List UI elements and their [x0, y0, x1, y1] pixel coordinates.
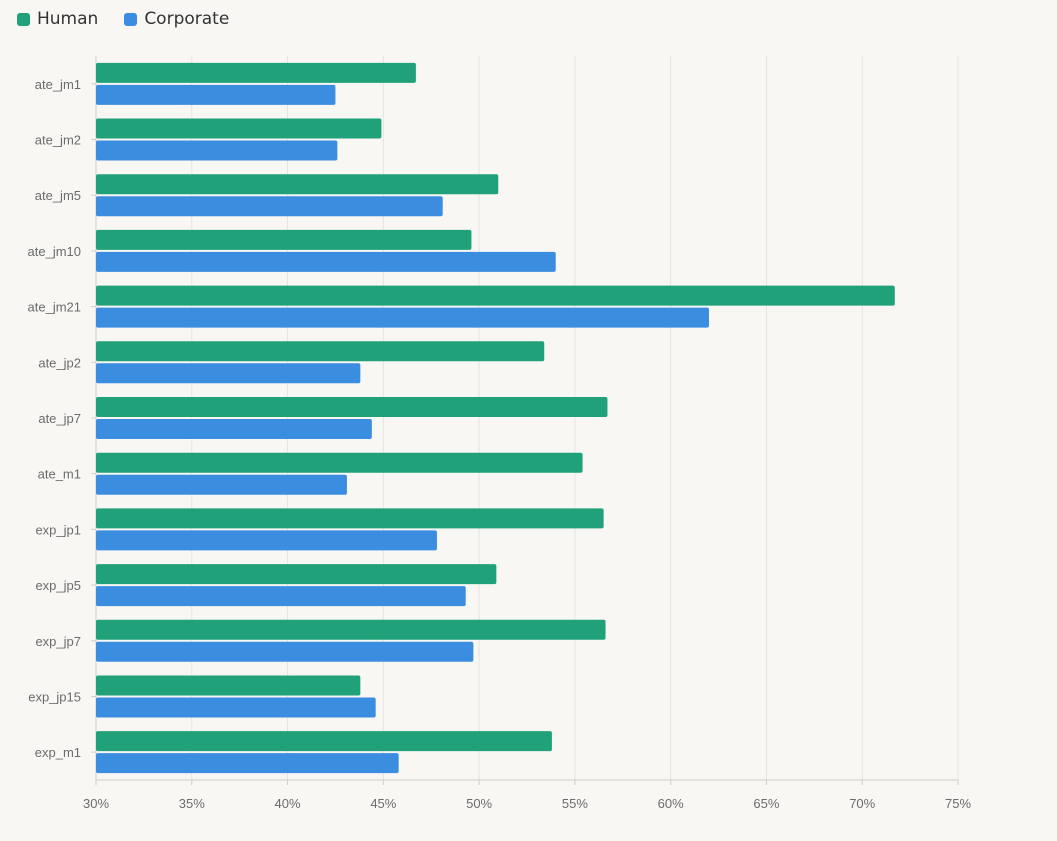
- bar-corporate-exp-jp5: [96, 586, 466, 607]
- bar-corporate-ate-jm10: [96, 251, 556, 272]
- bar-corporate-ate-jp7: [96, 419, 372, 439]
- bar-corporate-ate-m1: [96, 474, 347, 495]
- x-tick-label: 50%: [466, 796, 492, 811]
- x-tick-label: 60%: [658, 796, 684, 811]
- bar-human-ate-jp7: [96, 397, 608, 417]
- x-tick-label: 35%: [179, 796, 205, 811]
- bar-corporate-ate-jm5: [96, 196, 443, 217]
- bar-corporate-ate-jp2: [96, 363, 361, 384]
- category-label: exp_jp15: [28, 689, 81, 704]
- bar-corporate-exp-jp7: [96, 641, 474, 662]
- bar-human-exp-m1: [96, 731, 552, 752]
- bar-human-exp-jp7: [96, 619, 606, 640]
- category-label: ate_jm2: [35, 133, 81, 148]
- bar-human-ate-jm2: [96, 118, 382, 139]
- x-tick-label: 55%: [562, 796, 588, 811]
- bar-corporate-ate-jm2: [96, 140, 338, 161]
- legend-swatch: [124, 12, 138, 26]
- x-tick-label: 75%: [945, 796, 971, 811]
- bar-human-ate-jm1: [96, 62, 416, 83]
- bar-corporate-exp-jp1: [96, 530, 437, 551]
- legend-label: Corporate: [144, 9, 230, 29]
- category-label: ate_jp7: [38, 411, 81, 426]
- legend-swatch: [17, 12, 30, 26]
- category-label: ate_jm10: [28, 244, 81, 259]
- bar-corporate-ate-jm1: [96, 84, 336, 105]
- category-label: ate_jm21: [28, 300, 81, 315]
- bar-human-ate-m1: [96, 452, 583, 473]
- category-label: exp_m1: [35, 745, 81, 760]
- legend-item-corporate[interactable]: Corporate: [124, 9, 229, 29]
- bar-human-ate-jp2: [96, 341, 545, 362]
- category-label: exp_jp5: [35, 578, 81, 593]
- legend: Human Corporate: [17, 8, 255, 30]
- category-label: exp_jp7: [35, 634, 81, 649]
- bar-human-exp-jp1: [96, 508, 604, 529]
- bar-corporate-ate-jm21: [96, 307, 709, 328]
- bar-corporate-exp-jp15: [96, 697, 376, 718]
- bar-human-ate-jm21: [96, 285, 895, 306]
- bar-human-exp-jp15: [96, 675, 361, 696]
- category-label: ate_jm1: [35, 77, 81, 92]
- legend-label: Human: [37, 9, 99, 29]
- bar-corporate-exp-m1: [96, 753, 399, 774]
- bar-human-exp-jp5: [96, 564, 497, 585]
- category-label: ate_jm5: [35, 188, 81, 203]
- legend-item-human[interactable]: Human: [17, 9, 98, 29]
- x-tick-label: 65%: [753, 796, 779, 811]
- x-tick-label: 70%: [849, 796, 875, 811]
- x-tick-label: 45%: [370, 796, 396, 811]
- bar-human-ate-jm5: [96, 174, 499, 195]
- category-label: exp_jp1: [35, 522, 81, 537]
- category-label: ate_jp2: [38, 355, 81, 370]
- x-tick-label: 30%: [83, 796, 109, 811]
- x-tick-label: 40%: [275, 796, 301, 811]
- bar-human-ate-jm10: [96, 229, 472, 250]
- category-label: ate_m1: [38, 467, 81, 482]
